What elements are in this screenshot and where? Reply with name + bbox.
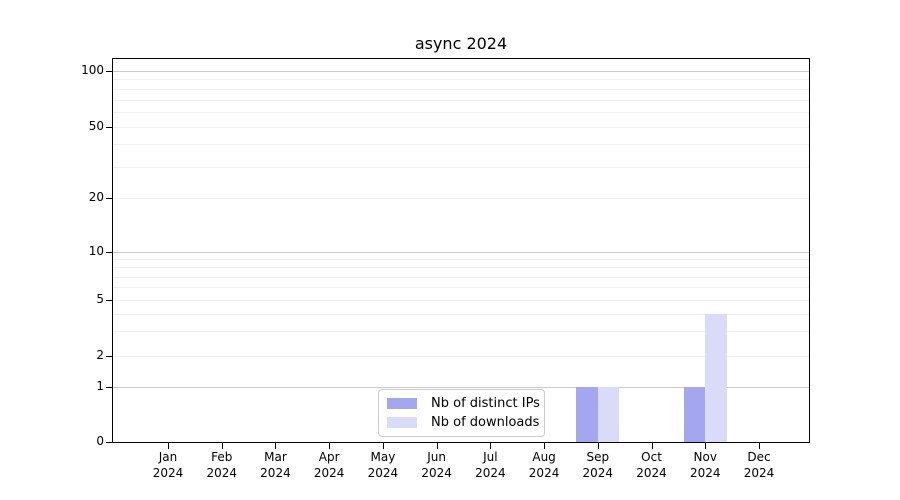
x-tick-mark [490, 443, 492, 449]
x-tick-label: Nov 2024 [689, 450, 721, 480]
y-tick-mark [106, 126, 112, 128]
gridline-major [113, 387, 809, 389]
x-tick-mark [275, 443, 277, 449]
gridline-minor [113, 313, 809, 315]
gridline-minor [113, 356, 809, 358]
gridline-minor [113, 331, 809, 333]
plot-inner [106, 59, 809, 449]
bar-nb-of-distinct-ips-sep [576, 387, 598, 442]
gridline-minor [113, 88, 809, 90]
x-tick-mark [382, 443, 384, 449]
y-tick-label: 100 [81, 62, 104, 77]
x-tick-mark [221, 443, 223, 449]
y-tick-mark [106, 251, 112, 253]
x-tick-label: Jan 2024 [152, 450, 184, 480]
y-tick-label: 2 [96, 348, 104, 363]
y-tick-mark [106, 299, 112, 301]
gridline-minor [113, 299, 809, 301]
legend-item-label: Nb of downloads [431, 415, 540, 430]
x-tick-label: Mar 2024 [260, 450, 291, 480]
gridline-minor [113, 111, 809, 113]
legend-item: Nb of downloads [387, 415, 544, 430]
y-tick-mark [106, 70, 112, 72]
x-tick-label: Sep 2024 [582, 450, 614, 480]
x-tick-label: Aug 2024 [528, 450, 560, 480]
x-tick-mark [436, 443, 438, 449]
x-tick-label: Oct 2024 [636, 450, 667, 480]
gridline-minor [113, 126, 809, 128]
y-tick-label: 1 [96, 379, 104, 394]
legend-item: Nb of distinct IPs [387, 396, 544, 411]
x-tick-mark [705, 443, 707, 449]
x-tick-label: Jul 2024 [475, 450, 506, 480]
x-tick-label: May 2024 [367, 450, 399, 480]
bar-nb-of-downloads-sep [597, 387, 620, 442]
y-tick-label: 0 [96, 434, 104, 448]
legend-swatch [387, 398, 417, 409]
y-tick-mark [106, 442, 112, 443]
y-tick-label: 10 [88, 243, 104, 258]
y-tick-mark [106, 198, 112, 200]
gridline-major [113, 70, 809, 72]
x-tick-mark [168, 443, 169, 449]
gridline-minor [113, 267, 809, 269]
x-tick-mark [597, 443, 599, 449]
gridline-minor [113, 259, 809, 261]
gridline-minor [113, 99, 809, 101]
x-tick-label: Apr 2024 [313, 450, 345, 480]
y-tick-label: 20 [88, 190, 104, 205]
x-tick-label: Jun 2024 [421, 450, 452, 480]
gridline-minor [113, 198, 809, 200]
legend-item-label: Nb of distinct IPs [431, 396, 540, 411]
y-tick-label: 5 [96, 291, 104, 306]
legend-swatch [387, 417, 417, 428]
x-tick-label: Dec 2024 [743, 450, 775, 480]
x-tick-mark [544, 443, 546, 449]
y-tick-mark [106, 356, 112, 358]
bar-nb-of-downloads-nov [705, 313, 727, 442]
chart-title: async 2024 [414, 34, 508, 53]
gridline-minor [113, 287, 809, 289]
gridline-minor [113, 79, 809, 81]
bar-nb-of-distinct-ips-nov [683, 387, 706, 442]
x-tick-mark [758, 443, 760, 449]
gridline-major [113, 251, 809, 253]
gridline-minor [113, 276, 809, 278]
x-tick-mark [651, 443, 653, 449]
x-tick-label: Feb 2024 [206, 450, 237, 480]
gridline-minor [113, 166, 809, 168]
x-tick-mark [329, 443, 331, 449]
legend: Nb of distinct IPs Nb of downloads [378, 389, 545, 437]
y-tick-mark [106, 387, 112, 389]
gridline-minor [113, 144, 809, 146]
y-tick-label: 50 [88, 118, 104, 133]
plot-area [106, 58, 810, 449]
